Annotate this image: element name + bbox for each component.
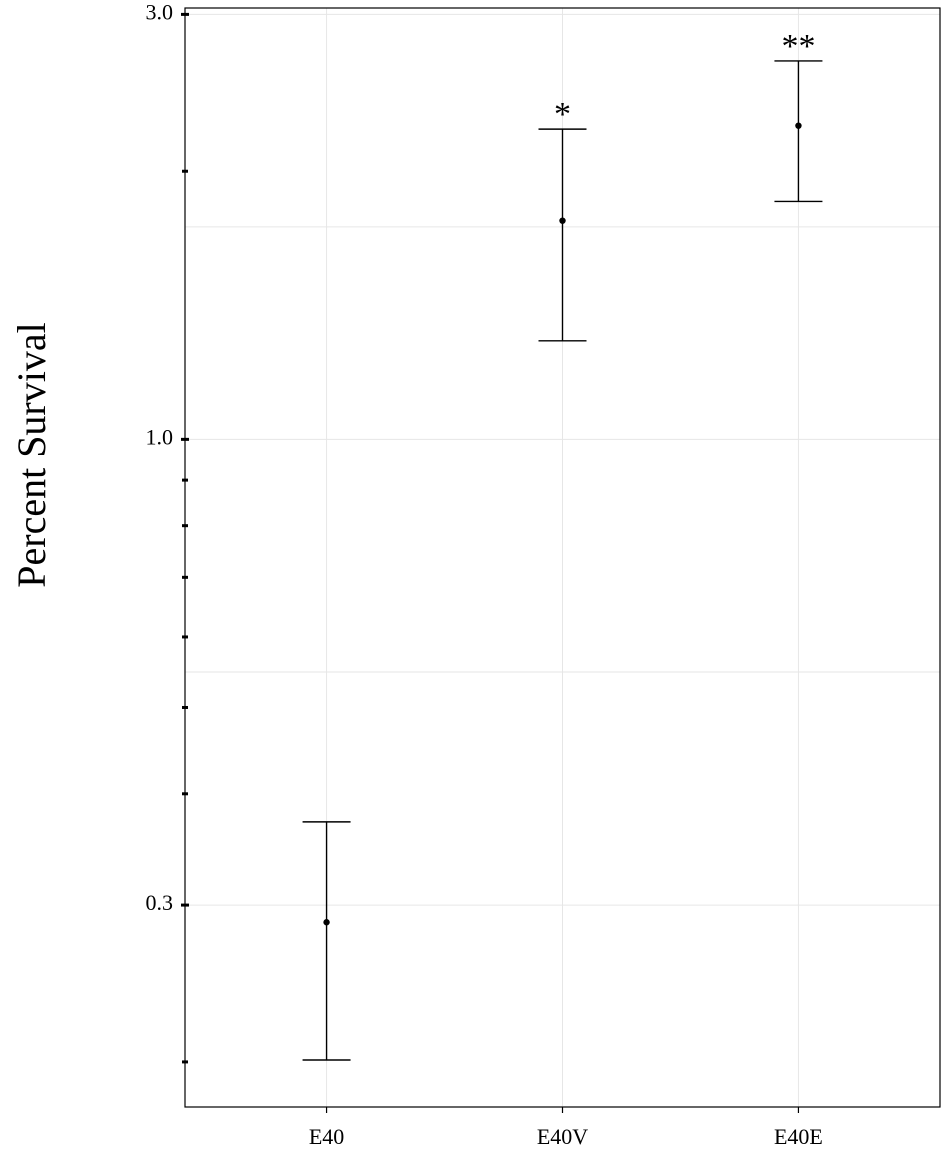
significance-label: ** xyxy=(781,28,815,65)
y-tick-label: 3.0 xyxy=(146,0,174,24)
significance-label: * xyxy=(554,96,571,133)
y-tick-label: 0.3 xyxy=(146,890,174,915)
point xyxy=(323,919,330,926)
y-axis-label: Percent Survival xyxy=(9,322,54,588)
x-tick-label: E40V xyxy=(537,1124,588,1149)
x-tick-label: E40E xyxy=(774,1124,823,1149)
x-tick-label: E40 xyxy=(309,1124,344,1149)
point xyxy=(795,122,802,129)
y-tick-label: 1.0 xyxy=(146,424,174,449)
point xyxy=(559,217,566,224)
